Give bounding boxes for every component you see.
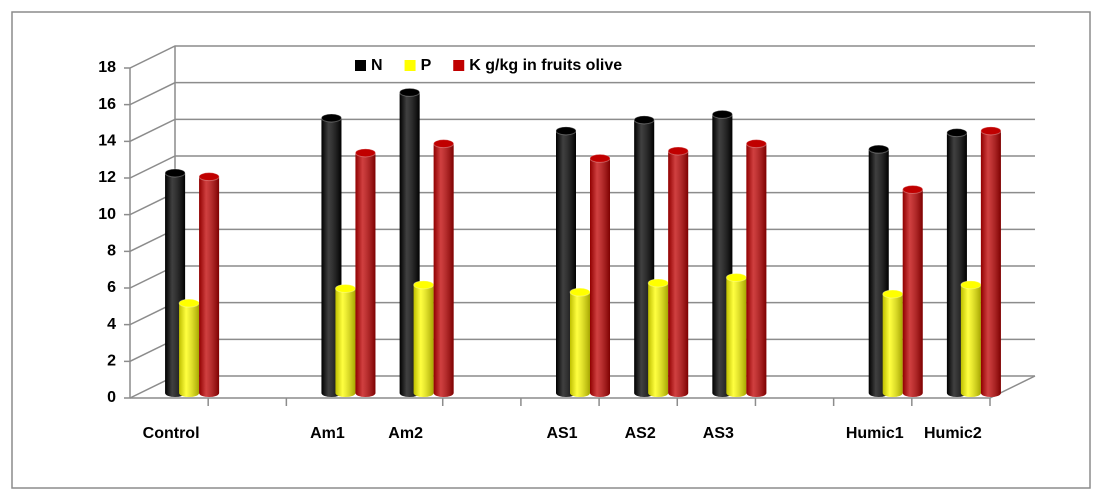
bar xyxy=(745,139,767,397)
legend-label: P xyxy=(421,57,432,74)
x-tick-label: Control xyxy=(143,425,200,442)
legend-swatch xyxy=(453,60,465,71)
x-tick-label: Am1 xyxy=(310,425,345,442)
bar xyxy=(569,287,591,397)
grid-line xyxy=(124,81,1035,106)
legend-swatch xyxy=(404,60,416,71)
legend-swatch xyxy=(355,60,366,71)
legend-label: K g/kg in fruits olive xyxy=(469,57,622,74)
y-tick-label: 18 xyxy=(98,59,116,76)
bar xyxy=(647,278,669,397)
y-tick-label: 8 xyxy=(107,243,116,260)
bar xyxy=(198,172,220,397)
bar xyxy=(667,146,689,397)
y-tick-label: 16 xyxy=(98,96,116,113)
y-tick-label: 10 xyxy=(98,206,116,223)
y-tick-label: 0 xyxy=(107,389,116,406)
bar xyxy=(413,280,435,397)
bar xyxy=(902,185,924,397)
x-tick-label: AS3 xyxy=(703,425,734,442)
x-tick-label: Am2 xyxy=(388,425,423,442)
x-tick-label: AS2 xyxy=(625,425,656,442)
x-tick-label: AS1 xyxy=(546,425,577,442)
bar xyxy=(334,284,356,397)
y-tick-label: 4 xyxy=(107,316,116,333)
bar xyxy=(960,280,982,397)
y-tick-label: 2 xyxy=(107,353,116,370)
legend-label: N xyxy=(371,57,383,74)
bar xyxy=(980,126,1002,398)
bar xyxy=(882,289,904,397)
y-tick-label: 14 xyxy=(98,133,116,150)
bar xyxy=(725,273,747,397)
bar xyxy=(589,153,611,397)
x-tick-label: Humic1 xyxy=(846,425,904,442)
bar xyxy=(178,298,200,397)
y-tick-label: 6 xyxy=(107,279,116,296)
y-tick-label: 12 xyxy=(98,169,116,186)
bar xyxy=(354,148,376,397)
grid-line xyxy=(124,45,1035,69)
bar xyxy=(433,139,455,397)
grid-line xyxy=(124,118,1035,143)
x-tick-label: Humic2 xyxy=(924,425,982,442)
